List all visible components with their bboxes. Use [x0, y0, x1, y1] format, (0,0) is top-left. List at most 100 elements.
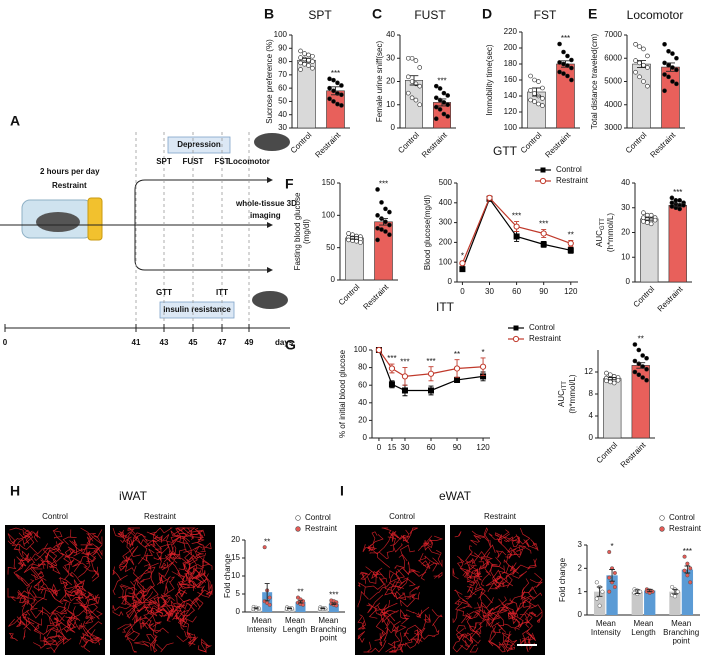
x-tick-label: 60 — [512, 287, 521, 296]
vessel — [21, 609, 35, 625]
vessel — [187, 567, 196, 589]
vessel — [49, 609, 62, 627]
vessel — [369, 583, 391, 600]
vessel — [522, 595, 535, 613]
y-tick-label: 4 — [589, 411, 594, 420]
vessel — [176, 591, 198, 607]
vessel — [487, 640, 501, 649]
error-bar — [684, 565, 691, 574]
data-point — [536, 79, 541, 84]
y-tick-label: 60 — [358, 380, 367, 389]
data-point — [607, 589, 612, 594]
vessel — [198, 586, 213, 597]
vessel — [58, 576, 69, 597]
test-label: GTT — [156, 288, 172, 297]
data-point — [445, 114, 451, 119]
vessel — [374, 639, 383, 647]
vessel — [169, 545, 177, 557]
error-bar — [320, 607, 326, 610]
day-label: 41 — [132, 338, 141, 347]
vessel — [44, 555, 54, 569]
data-point — [331, 99, 336, 104]
significance: ** — [297, 588, 303, 597]
y-axis-label: Total distance traveled(cm) — [590, 33, 599, 129]
data-point — [267, 595, 272, 600]
vessel — [52, 527, 63, 539]
y-tick-label: 5000 — [604, 77, 622, 86]
flow-arrow — [134, 177, 273, 225]
vessel — [400, 534, 410, 544]
data-point — [641, 210, 646, 215]
vessel — [195, 545, 206, 558]
panel-letter: C — [372, 6, 382, 22]
vessel — [357, 590, 369, 608]
x-tick-label: Mean Intensity — [247, 616, 277, 634]
vessel — [417, 555, 438, 572]
error-bar — [302, 57, 311, 63]
marker — [479, 363, 487, 370]
vessel — [473, 579, 482, 591]
vessel — [465, 552, 476, 565]
vessel — [64, 556, 81, 573]
vessel — [366, 570, 385, 584]
vessel — [179, 599, 199, 618]
y-tick-label: 0 — [363, 433, 368, 442]
y-tick-label: 10 — [386, 100, 395, 109]
data-point — [670, 584, 675, 590]
y-axis-label: Blood glucose(mg/dl) — [423, 195, 432, 270]
vessel — [176, 583, 188, 594]
vessel — [140, 609, 155, 628]
vessel — [153, 540, 163, 554]
data-point — [310, 53, 315, 59]
data-point — [409, 55, 415, 61]
vessel — [126, 630, 137, 653]
data-point — [433, 116, 439, 121]
vessel — [467, 584, 477, 596]
vessel — [33, 579, 47, 591]
panel-letter: H — [10, 483, 20, 499]
vessel — [491, 557, 505, 570]
y-tick-label: 100 — [439, 257, 453, 266]
data-point — [662, 60, 667, 66]
vessel — [421, 535, 444, 547]
vessel — [181, 551, 192, 581]
data-point — [569, 77, 574, 83]
data-point — [594, 596, 599, 601]
data-point — [327, 76, 332, 82]
vessel — [67, 593, 84, 605]
marker — [459, 260, 466, 267]
x-tick-label: Restraint — [648, 130, 678, 160]
vessel — [520, 591, 526, 601]
vessel — [128, 527, 140, 535]
vessel — [360, 571, 372, 580]
vessel — [182, 616, 197, 628]
vessel — [87, 595, 100, 605]
vessel — [160, 594, 171, 608]
image-label: Restraint — [484, 512, 517, 521]
x-tick-label: Restraint — [313, 130, 343, 160]
mouse — [252, 291, 288, 309]
y-axis-label-part: (mg/dl) — [302, 219, 311, 244]
vessel — [366, 594, 384, 614]
vessel — [16, 616, 27, 628]
vessel — [8, 632, 18, 642]
data-point — [413, 58, 419, 63]
data-point — [612, 584, 617, 590]
data-point — [636, 347, 642, 353]
vessel — [503, 536, 520, 544]
vessel — [23, 562, 43, 575]
data-point — [339, 83, 344, 88]
vessel — [52, 541, 62, 552]
vessel — [22, 591, 37, 604]
data-point — [441, 100, 447, 105]
depression-label: Depression — [177, 140, 221, 149]
data-point — [310, 65, 315, 71]
vessel — [81, 547, 99, 552]
vessel — [464, 632, 473, 643]
vessel — [153, 539, 162, 562]
y-tick-label: 10 — [621, 252, 630, 261]
data-point — [335, 101, 340, 107]
data-point — [594, 580, 599, 585]
vessel — [368, 640, 387, 653]
data-point — [445, 102, 451, 108]
